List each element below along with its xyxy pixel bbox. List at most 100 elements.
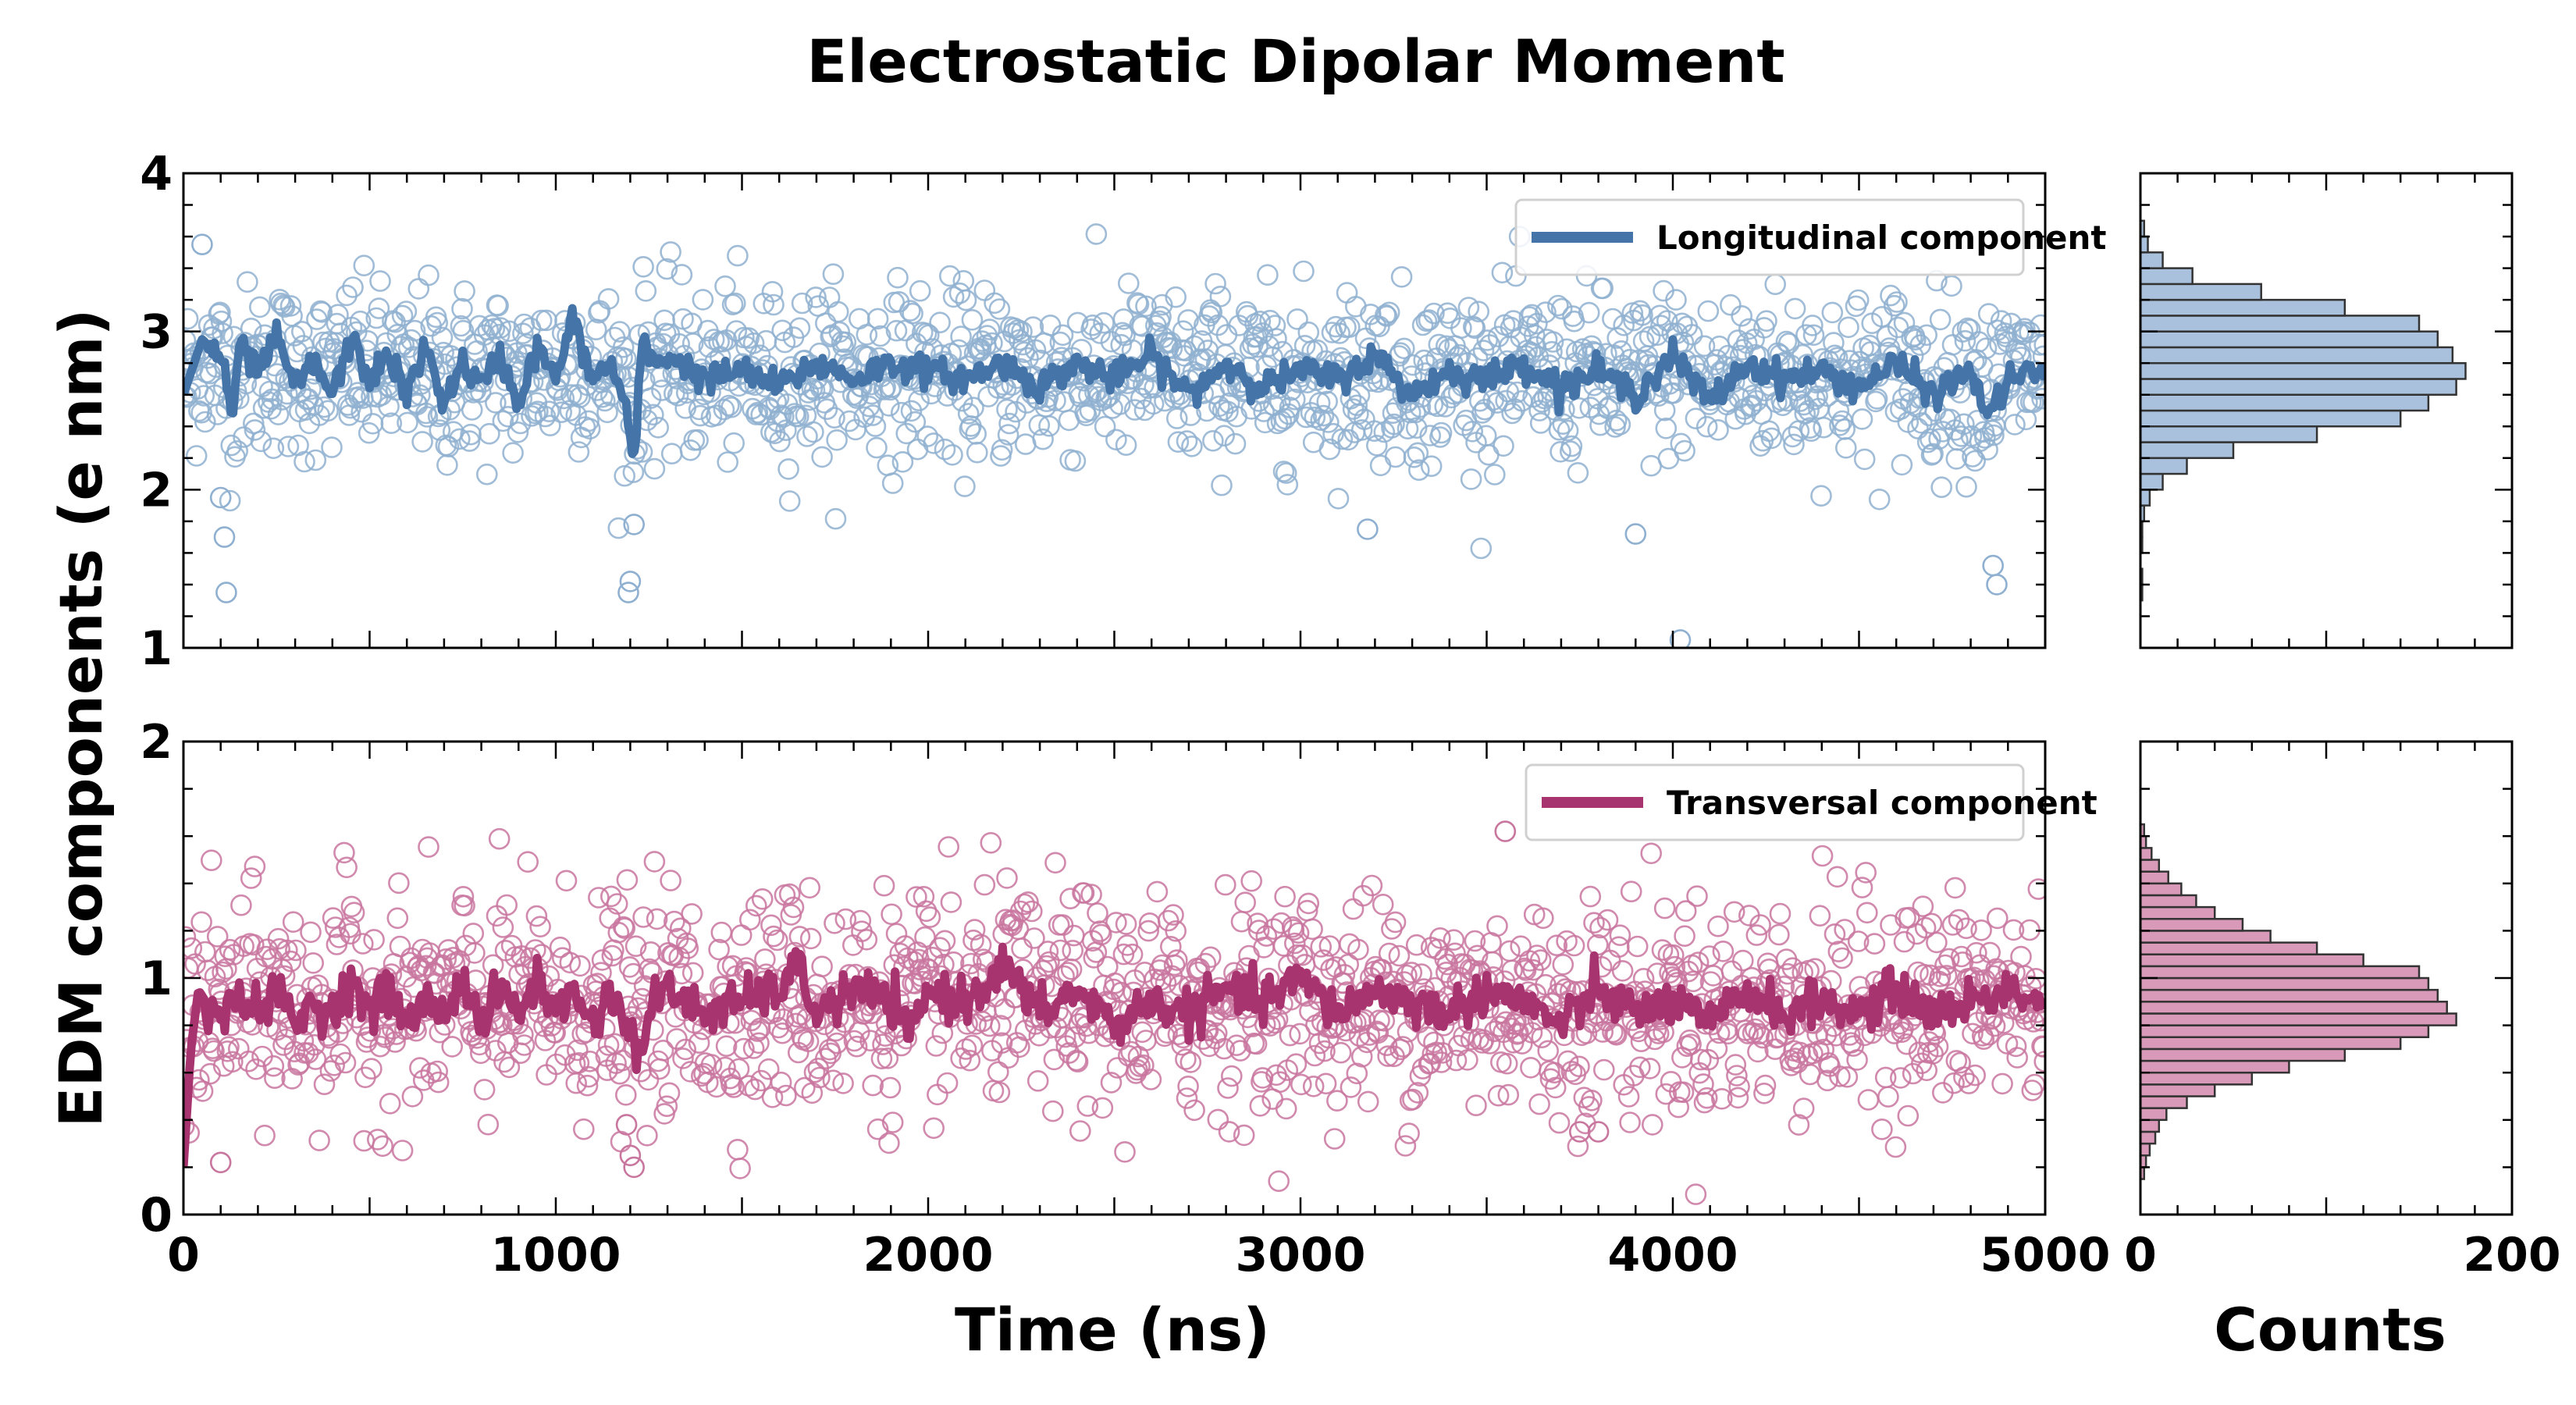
scatter-point <box>1544 1076 1567 1099</box>
scatter-point <box>1091 1097 1114 1119</box>
scatter-point <box>206 926 229 948</box>
scatter-point <box>1661 966 1683 988</box>
scatter-point <box>729 1158 751 1179</box>
histogram-bar <box>2139 859 2161 873</box>
scatter-point <box>1813 416 1834 439</box>
scatter-point <box>248 296 271 318</box>
scatter-outlier-point <box>1494 820 1517 842</box>
scatter-point <box>1276 474 1299 496</box>
scatter-point <box>984 292 1005 315</box>
scatter-point <box>1211 474 1233 496</box>
scatter-point <box>834 908 857 930</box>
scatter-point <box>512 322 534 345</box>
scatter-point <box>244 855 266 877</box>
scatter-point <box>1087 902 1108 924</box>
scatter-point <box>1445 1049 1468 1072</box>
scatter-point <box>1871 305 1893 328</box>
scatter-point <box>803 1061 826 1083</box>
scatter-point <box>1929 966 1952 987</box>
scatter-point <box>1217 1077 1239 1099</box>
scatter-point <box>1802 324 1825 347</box>
scatter-point <box>929 937 951 959</box>
scatter-point <box>1829 414 1851 436</box>
scatter-point <box>401 1086 424 1108</box>
transversal-time-series-panel: Transversal component 0 1000 2000 3000 4000 50… <box>140 715 2110 1282</box>
scatter-point <box>1287 922 1310 944</box>
scatter-point <box>1464 930 1486 952</box>
scatter-point <box>321 436 343 458</box>
scatter-point <box>1279 1024 1301 1047</box>
scatter-point <box>643 851 666 873</box>
histogram-bar <box>2139 847 2153 861</box>
scatter-point <box>1853 448 1876 471</box>
scatter-outlier-point <box>215 582 237 603</box>
scatter-point <box>276 939 298 962</box>
scatter-point <box>324 916 347 938</box>
scatter-point <box>1702 965 1724 987</box>
scatter-point <box>1834 919 1856 941</box>
scatter-point <box>1100 1072 1123 1094</box>
scatter-point <box>1527 346 1550 368</box>
scatter-point <box>277 436 300 457</box>
scatter-point <box>671 264 693 286</box>
scatter-point <box>1674 439 1695 462</box>
scatter-point <box>1011 321 1033 343</box>
scatter-point <box>1202 429 1224 452</box>
scatter-point <box>1871 1119 1893 1140</box>
scatter-point <box>1127 293 1150 315</box>
scatter-point <box>2027 878 2045 900</box>
scatter-point <box>1121 943 1144 966</box>
scatter-point <box>1389 342 1411 365</box>
scatter-point <box>1941 333 1964 356</box>
scatter-point <box>1346 1062 1368 1085</box>
scatter-point <box>1541 340 1563 363</box>
scatter-point <box>1655 417 1678 439</box>
scatter-point <box>1605 409 1628 432</box>
scatter-point <box>323 1055 346 1076</box>
legend-label: Transversal component <box>1667 784 2097 822</box>
scatter-point <box>1378 301 1400 324</box>
histogram-bar <box>2139 298 2347 317</box>
scatter-point <box>824 912 845 934</box>
top-panel-y-tick-label: 4 <box>140 147 173 201</box>
scatter-point <box>1996 1033 2019 1055</box>
scatter-point <box>578 1051 601 1072</box>
scatter-point <box>788 926 811 948</box>
scatter-point <box>1423 302 1445 325</box>
scatter-point <box>777 458 799 480</box>
scatter-point <box>1507 1022 1529 1044</box>
scatter-point <box>614 1084 637 1106</box>
scatter-point <box>1880 284 1902 307</box>
histogram-bar <box>2139 882 2183 897</box>
scatter-point <box>1528 1093 1550 1115</box>
scatter-point <box>1777 333 1800 354</box>
histogram-bar <box>2139 1024 2430 1038</box>
scatter-point <box>190 401 212 424</box>
scatter-point <box>1847 289 1870 311</box>
scatter-point <box>1754 1074 1777 1097</box>
scatter-point <box>286 340 308 363</box>
scatter-point <box>980 832 1002 854</box>
scatter-point <box>559 951 582 974</box>
scatter-point <box>1966 941 1987 964</box>
scatter-point <box>809 1066 831 1089</box>
scatter-point <box>475 463 498 486</box>
scatter-point <box>1692 1073 1714 1095</box>
scatter-point <box>772 406 795 428</box>
scatter-point <box>778 490 801 512</box>
scatter-point <box>492 916 514 938</box>
scatter-point <box>1165 920 1187 942</box>
scatter-point <box>336 856 358 879</box>
scatter-point <box>1340 1076 1362 1098</box>
scatter-point <box>242 412 265 435</box>
scatter-point <box>720 396 742 418</box>
legend: Longitudinal component <box>1514 198 2106 276</box>
histogram-bar <box>2139 267 2194 286</box>
scatter-point <box>1293 334 1316 357</box>
legend-box <box>1514 198 2025 276</box>
scatter-point <box>1592 277 1614 300</box>
scatter-point <box>411 431 433 453</box>
scatter-outlier-point <box>619 571 642 592</box>
scatter-point <box>681 333 704 354</box>
scatter-point <box>775 1084 797 1107</box>
